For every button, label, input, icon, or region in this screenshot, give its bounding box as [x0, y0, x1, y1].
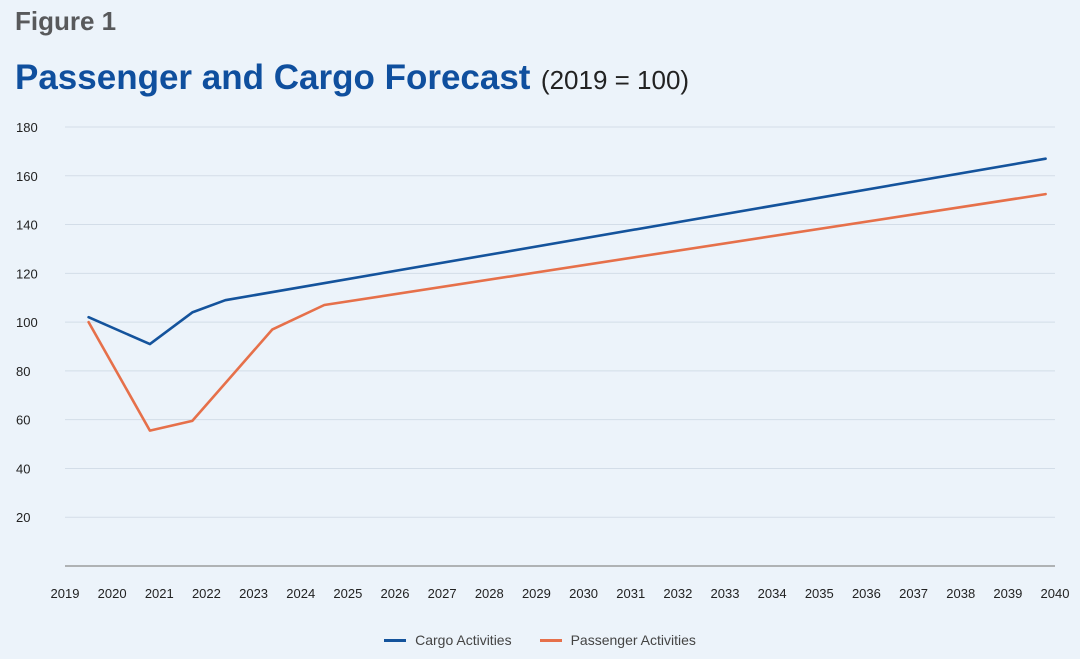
- chart-legend: Cargo Activities Passenger Activities: [0, 632, 1080, 648]
- y-tick-label: 60: [16, 413, 30, 428]
- x-tick-label: 2023: [239, 586, 268, 601]
- series-line-cargo: [87, 157, 1047, 346]
- x-tick-label: 2024: [286, 586, 315, 601]
- y-tick-label: 120: [16, 266, 38, 281]
- x-tick-label: 2028: [475, 586, 504, 601]
- x-tick-label: 2019: [51, 586, 80, 601]
- x-tick-label: 2020: [98, 586, 127, 601]
- x-tick-label: 2036: [852, 586, 881, 601]
- chart-title-row: Passenger and Cargo Forecast (2019 = 100…: [15, 58, 689, 98]
- x-tick-label: 2037: [899, 586, 928, 601]
- x-tick-label: 2039: [993, 586, 1022, 601]
- legend-label-passenger: Passenger Activities: [570, 632, 696, 648]
- legend-swatch-passenger: [539, 638, 562, 642]
- y-tick-label: 40: [16, 461, 30, 476]
- legend-item-cargo: Cargo Activities: [384, 632, 512, 648]
- legend-label-cargo: Cargo Activities: [415, 632, 512, 648]
- x-tick-label: 2027: [428, 586, 457, 601]
- x-tick-label: 2030: [569, 586, 598, 601]
- x-tick-label: 2034: [758, 586, 787, 601]
- x-tick-label: 2040: [1041, 586, 1070, 601]
- y-tick-label: 100: [16, 315, 38, 330]
- x-tick-label: 2031: [616, 586, 645, 601]
- figure-label: Figure 1: [15, 6, 117, 36]
- y-tick-label: 20: [16, 510, 30, 525]
- x-tick-label: 2026: [381, 586, 410, 601]
- x-tick-label: 2025: [333, 586, 362, 601]
- x-tick-label: 2033: [711, 586, 740, 601]
- y-tick-label: 160: [16, 169, 38, 184]
- chart-subtitle: (2019 = 100): [540, 65, 690, 95]
- y-tick-label: 180: [16, 120, 38, 135]
- x-tick-label: 2038: [946, 586, 975, 601]
- legend-item-passenger: Passenger Activities: [539, 632, 696, 648]
- chart-title: Passenger and Cargo Forecast: [15, 58, 531, 97]
- x-tick-label: 2032: [663, 586, 692, 601]
- x-tick-label: 2035: [805, 586, 834, 601]
- x-tick-label: 2029: [522, 586, 551, 601]
- series-line-passenger: [87, 192, 1047, 432]
- y-tick-label: 80: [16, 364, 30, 379]
- y-tick-label: 140: [16, 218, 38, 233]
- x-tick-label: 2021: [145, 586, 174, 601]
- legend-swatch-cargo: [384, 638, 407, 642]
- x-tick-label: 2022: [192, 586, 221, 601]
